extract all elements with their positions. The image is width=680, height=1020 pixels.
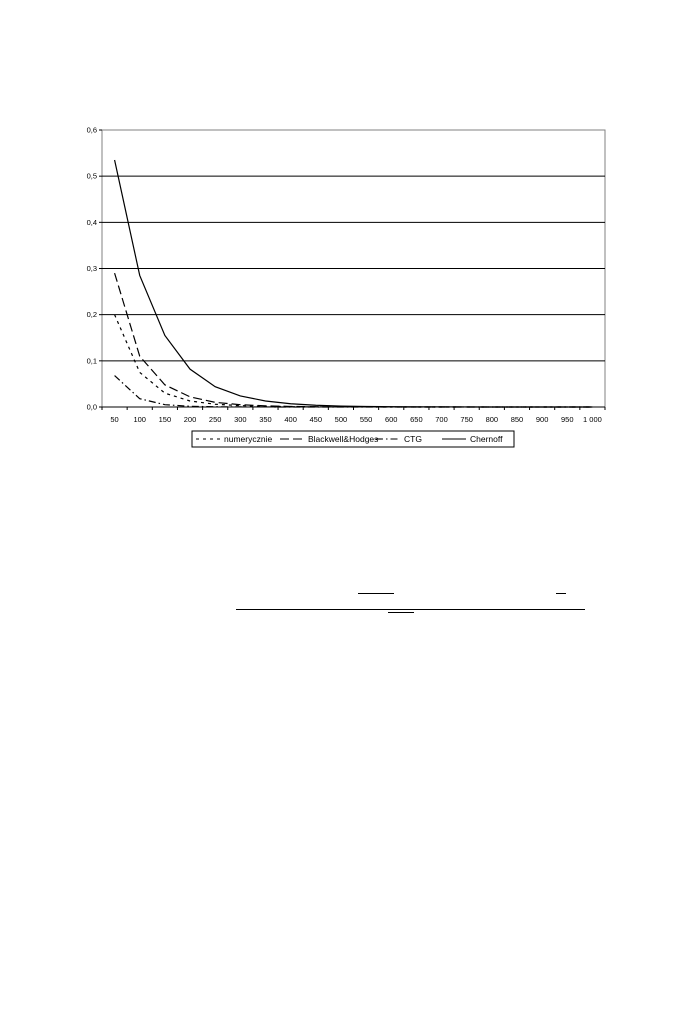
x-tick-label: 800 bbox=[486, 415, 499, 424]
x-tick-label: 50 bbox=[110, 415, 118, 424]
legend-box bbox=[191, 430, 515, 448]
formula-overline-3 bbox=[388, 612, 414, 613]
formula-overline-1 bbox=[358, 593, 394, 594]
fraction-bar bbox=[236, 609, 585, 610]
series-line-chernoff bbox=[113, 159, 593, 408]
x-tick-label: 600 bbox=[385, 415, 398, 424]
y-tick-label: 0,2 bbox=[87, 310, 97, 319]
y-tick-label: 0,6 bbox=[87, 126, 97, 135]
x-axis: 50 100 150 200 250 300 350 400 450 500 550 600 650 70… bbox=[101, 406, 606, 424]
formula-overline-2 bbox=[556, 593, 566, 594]
y-axis: 0,0 0,1 0,2 0,3 0,4 0,5 0,6 bbox=[87, 126, 102, 412]
x-tick-label: 150 bbox=[159, 415, 172, 424]
x-tick-label: 200 bbox=[184, 415, 197, 424]
x-tick-label: 1 000 bbox=[583, 415, 602, 424]
legend-label: Blackwell&Hodges bbox=[308, 434, 378, 444]
x-tick-label: 550 bbox=[360, 415, 373, 424]
x-tick-label: 450 bbox=[310, 415, 323, 424]
x-tick-label: 250 bbox=[209, 415, 222, 424]
series-line-numerycznie bbox=[114, 314, 593, 408]
series-group bbox=[113, 159, 593, 408]
x-tick-label: 850 bbox=[511, 415, 524, 424]
y-tick-label: 0,5 bbox=[87, 172, 97, 181]
y-tick-label: 0,1 bbox=[87, 356, 97, 365]
y-tick-label: 0,3 bbox=[87, 264, 97, 273]
legend-label: CTG bbox=[404, 434, 422, 444]
x-tick-label: 950 bbox=[561, 415, 574, 424]
x-tick-label: 650 bbox=[410, 415, 423, 424]
legend-label: numerycznie bbox=[224, 434, 272, 444]
x-tick-label: 900 bbox=[536, 415, 549, 424]
gridlines bbox=[102, 175, 605, 362]
x-tick-label: 300 bbox=[234, 415, 247, 424]
x-tick-label: 750 bbox=[460, 415, 473, 424]
x-tick-label: 500 bbox=[335, 415, 348, 424]
y-tick-label: 0,0 bbox=[87, 403, 97, 412]
x-tick-label: 350 bbox=[259, 415, 272, 424]
legend: numerycznie Blackwell&Hodges CTG Chernoff bbox=[191, 430, 515, 448]
x-tick-label: 100 bbox=[133, 415, 146, 424]
x-tick-label: 400 bbox=[284, 415, 297, 424]
legend-label: Chernoff bbox=[470, 434, 503, 444]
y-tick-label: 0,4 bbox=[87, 218, 97, 227]
x-tick-label: 700 bbox=[435, 415, 448, 424]
